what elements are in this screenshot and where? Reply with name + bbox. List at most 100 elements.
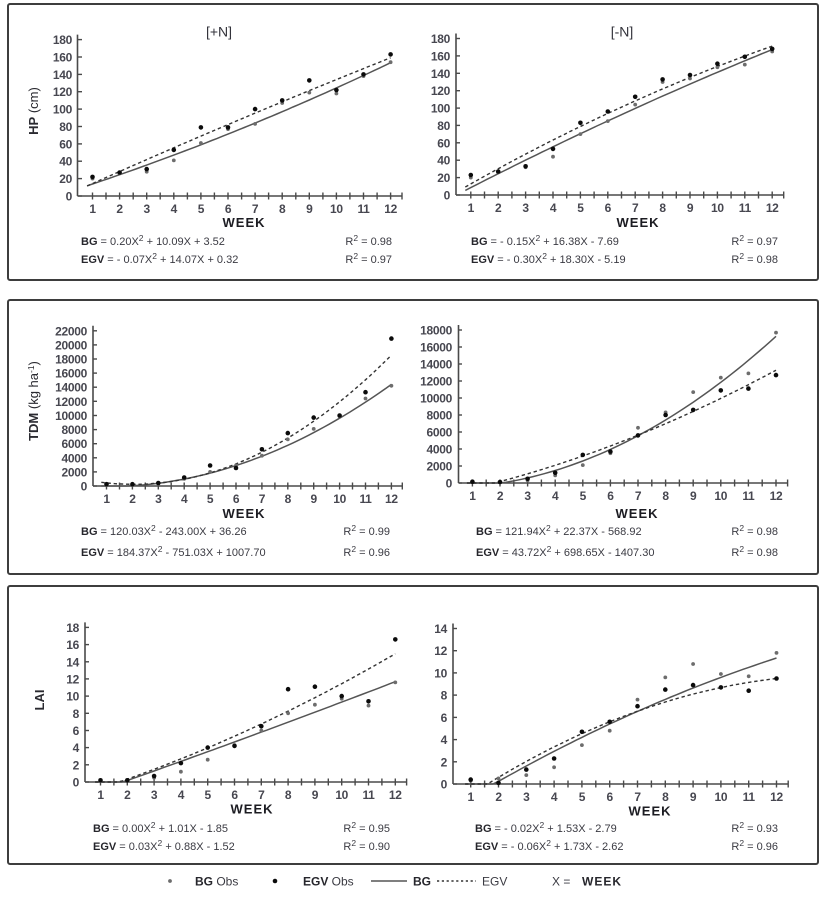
svg-text:8: 8 (279, 202, 286, 216)
svg-text:8000: 8000 (427, 409, 453, 423)
svg-text:EGV = 0.03X2 + 0.88X - 1.52: EGV = 0.03X2 + 0.88X - 1.52 (93, 838, 235, 853)
svg-text:WEEK: WEEK (231, 802, 274, 817)
svg-text:6: 6 (231, 788, 238, 802)
svg-text:2: 2 (497, 489, 504, 503)
svg-text:40: 40 (437, 154, 450, 168)
svg-text:7: 7 (259, 492, 266, 506)
svg-text:6000: 6000 (62, 437, 88, 451)
svg-text:9: 9 (690, 489, 697, 503)
svg-text:5: 5 (205, 788, 212, 802)
svg-text:7: 7 (635, 489, 642, 503)
svg-text:11: 11 (357, 202, 370, 216)
svg-text:3: 3 (523, 790, 530, 804)
svg-text:R2 = 0.98: R2 = 0.98 (731, 544, 778, 559)
svg-text:11: 11 (742, 489, 755, 503)
svg-text:10: 10 (714, 489, 727, 503)
svg-text:2: 2 (124, 788, 131, 802)
svg-text:1: 1 (97, 788, 104, 802)
svg-text:11: 11 (739, 201, 752, 215)
svg-text:2: 2 (495, 790, 502, 804)
svg-text:4: 4 (178, 788, 185, 802)
svg-text:4: 4 (551, 790, 558, 804)
svg-text:12: 12 (766, 201, 779, 215)
svg-text:EGV = - 0.07X2 + 14.07X + 0.32: EGV = - 0.07X2 + 14.07X + 0.32 (81, 251, 238, 266)
svg-text:EGV = - 0.06X2 + 1.73X - 2.62: EGV = - 0.06X2 + 1.73X - 2.62 (475, 838, 623, 853)
svg-text:140: 140 (431, 67, 451, 81)
svg-text:16000: 16000 (420, 341, 452, 355)
svg-text:60: 60 (59, 137, 72, 151)
svg-text:18000: 18000 (55, 353, 87, 367)
svg-text:160: 160 (431, 49, 451, 63)
svg-text:120: 120 (431, 84, 451, 98)
svg-text:10: 10 (711, 201, 724, 215)
svg-text:3: 3 (155, 492, 162, 506)
svg-text:12000: 12000 (55, 395, 87, 409)
svg-text:4: 4 (441, 733, 448, 747)
svg-text:2000: 2000 (427, 460, 453, 474)
svg-text:6: 6 (225, 202, 232, 216)
svg-text:WEEK: WEEK (629, 804, 672, 819)
svg-text:18000: 18000 (420, 324, 452, 338)
svg-text:R2 = 0.98: R2 = 0.98 (345, 233, 392, 248)
svg-text:4000: 4000 (427, 443, 453, 457)
svg-text:4: 4 (73, 741, 80, 755)
svg-text:0: 0 (444, 189, 451, 203)
svg-text:16: 16 (66, 638, 79, 652)
svg-text:9: 9 (311, 492, 318, 506)
svg-text:80: 80 (59, 120, 72, 134)
svg-text:4: 4 (550, 201, 557, 215)
svg-text:180: 180 (53, 33, 73, 47)
svg-text:8: 8 (285, 492, 292, 506)
svg-text:16000: 16000 (55, 367, 87, 381)
svg-text:10: 10 (715, 790, 728, 804)
svg-text:12: 12 (770, 790, 783, 804)
svg-text:6: 6 (441, 711, 448, 725)
svg-text:R2 = 0.97: R2 = 0.97 (345, 251, 392, 266)
svg-text:12: 12 (385, 492, 398, 506)
svg-text:EGV = 43.72X2 + 698.65X - 1407: EGV = 43.72X2 + 698.65X - 1407.30 (476, 544, 654, 559)
svg-text:11: 11 (359, 492, 372, 506)
svg-text:BG = 121.94X2 + 22.37X - 568.9: BG = 121.94X2 + 22.37X - 568.92 (476, 523, 642, 538)
svg-text:10: 10 (335, 788, 348, 802)
svg-text:7: 7 (258, 788, 265, 802)
svg-text:WEEK: WEEK (616, 506, 659, 521)
svg-text:8: 8 (441, 689, 448, 703)
svg-text:0: 0 (446, 477, 453, 491)
svg-text:60: 60 (437, 136, 450, 150)
svg-text:10: 10 (434, 666, 447, 680)
svg-text:8: 8 (659, 201, 666, 215)
svg-text:12: 12 (434, 644, 447, 658)
svg-text:[-N]: [-N] (611, 24, 634, 40)
svg-text:14000: 14000 (420, 358, 452, 372)
svg-text:3: 3 (524, 489, 531, 503)
svg-text:120: 120 (53, 85, 73, 99)
svg-text:[+N]: [+N] (206, 24, 232, 40)
svg-text:6: 6 (233, 492, 240, 506)
svg-text:6: 6 (607, 489, 614, 503)
svg-text:2: 2 (441, 755, 448, 769)
svg-text:80: 80 (437, 119, 450, 133)
svg-text:11: 11 (743, 790, 756, 804)
svg-text:0: 0 (73, 776, 80, 790)
svg-text:R2 = 0.98: R2 = 0.98 (731, 523, 778, 538)
svg-text:5: 5 (207, 492, 214, 506)
svg-text:1: 1 (468, 201, 475, 215)
svg-text:9: 9 (690, 790, 697, 804)
svg-text:2: 2 (116, 202, 123, 216)
svg-text:WEEK: WEEK (223, 506, 266, 521)
svg-text:R2 = 0.96: R2 = 0.96 (731, 838, 778, 853)
svg-text:BG = - 0.02X2 + 1.53X - 2.79: BG = - 0.02X2 + 1.53X - 2.79 (475, 820, 617, 835)
svg-text:6: 6 (73, 724, 80, 738)
svg-text:100: 100 (53, 103, 73, 117)
svg-text:R2 = 0.96: R2 = 0.96 (343, 544, 390, 559)
svg-text:8: 8 (285, 788, 292, 802)
svg-text:2000: 2000 (62, 465, 88, 479)
svg-text:R2 = 0.93: R2 = 0.93 (731, 820, 778, 835)
svg-text:HP (cm): HP (cm) (26, 87, 41, 135)
svg-text:5: 5 (580, 489, 587, 503)
svg-text:9: 9 (312, 788, 319, 802)
svg-text:22000: 22000 (55, 324, 87, 338)
svg-text:2: 2 (495, 201, 502, 215)
svg-text:3: 3 (151, 788, 158, 802)
svg-text:9: 9 (306, 202, 313, 216)
